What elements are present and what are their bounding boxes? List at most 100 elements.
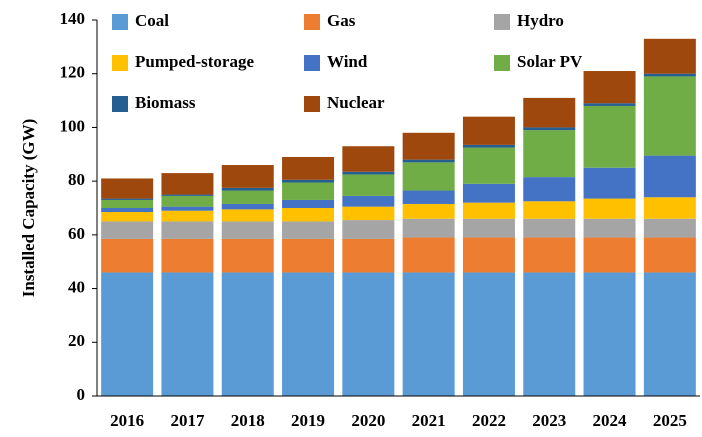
bar-segment [643,237,696,273]
bar-segment [282,272,335,396]
bar-segment [101,198,154,200]
bar-segment [462,147,515,184]
bar-segment [643,76,696,156]
bar-segment [583,218,636,238]
bar-segment [523,97,576,128]
bar-segment [101,272,154,396]
bar-segment [523,201,576,219]
bar-segment [462,144,515,148]
bar-segment [342,174,395,196]
bar-segment [221,238,274,273]
legend-label: Hydro [517,11,564,30]
bar-segment [342,195,395,207]
bar-segment [221,221,274,239]
bar-segment [583,272,636,396]
bar-segment [402,159,455,163]
bar-segment [583,105,636,168]
bar-segment [643,38,696,74]
bar-segment [462,116,515,145]
y-tick-label: 120 [60,63,86,82]
bar-segment [342,146,395,172]
bar-segment [462,218,515,238]
bar-segment [402,218,455,238]
bar-segment [462,272,515,396]
bar-segment [221,209,274,222]
bar-segment [523,127,576,131]
legend-swatch [494,14,510,30]
bar-segment [523,237,576,273]
bar-segment [161,173,214,195]
legend-label: Coal [135,11,169,30]
bar-segment [523,218,576,238]
bar-segment [161,238,214,273]
bar-segment [583,237,636,273]
bar-segment [101,199,154,208]
bar-segment [643,155,696,198]
bar-segment [462,237,515,273]
bar-segment [583,198,636,219]
bar-segment [523,272,576,396]
x-tick-label: 2022 [472,411,506,430]
legend-swatch [304,96,320,112]
y-tick-label: 100 [60,116,86,135]
bar-segment [583,71,636,104]
bar-segment [221,203,274,210]
x-tick-label: 2019 [291,411,325,430]
bar-segment [161,194,214,196]
bar-segment [282,221,335,239]
bar-segment [462,202,515,219]
bar-segment [221,190,274,204]
bar-segment [643,73,696,77]
x-tick-label: 2018 [231,411,265,430]
y-tick-label: 0 [77,385,86,404]
bar-segment [462,183,515,203]
legend-swatch [494,55,510,71]
bar-segment [342,272,395,396]
bar-segment [221,272,274,396]
bar-segment [643,218,696,238]
bar-segment [583,167,636,199]
x-tick-label: 2025 [653,411,687,430]
bar-segment [221,187,274,191]
y-tick-label: 40 [68,277,85,296]
legend-label: Gas [327,11,356,30]
legend-label: Wind [327,52,368,71]
legend-swatch [112,96,128,112]
x-tick-label: 2024 [593,411,628,430]
bar-segment [221,165,274,188]
bar-segment [402,162,455,191]
y-axis-label: Installed Capacity (GW) [19,119,38,298]
bar-segment [161,221,214,239]
bar-segment [342,220,395,239]
bar-segment [282,156,335,180]
bar-segment [342,171,395,175]
bar-segment [161,206,214,211]
bar-segment [282,238,335,273]
bar-segment [282,199,335,208]
bar-segment [101,208,154,213]
legend-swatch [304,55,320,71]
bar-segment [101,178,154,199]
bar-segment [342,238,395,273]
bar-segment [523,130,576,178]
bar-segment [101,221,154,239]
legend-label: Nuclear [327,93,385,112]
bar-segment [402,190,455,204]
bar-segment [282,179,335,183]
legend-swatch [304,14,320,30]
bar-segment [402,132,455,160]
legend-swatch [112,55,128,71]
y-tick-label: 80 [68,170,85,189]
bar-segment [402,272,455,396]
x-tick-label: 2016 [110,411,144,430]
x-tick-label: 2023 [532,411,566,430]
bar-segment [523,177,576,202]
bar-segment [161,195,214,207]
bar-segment [101,212,154,222]
y-tick-label: 20 [68,331,85,350]
y-tick-label: 60 [68,224,85,243]
bar-segment [161,272,214,396]
legend-swatch [112,14,128,30]
legend-label: Biomass [135,93,196,112]
bar-segment [643,197,696,219]
